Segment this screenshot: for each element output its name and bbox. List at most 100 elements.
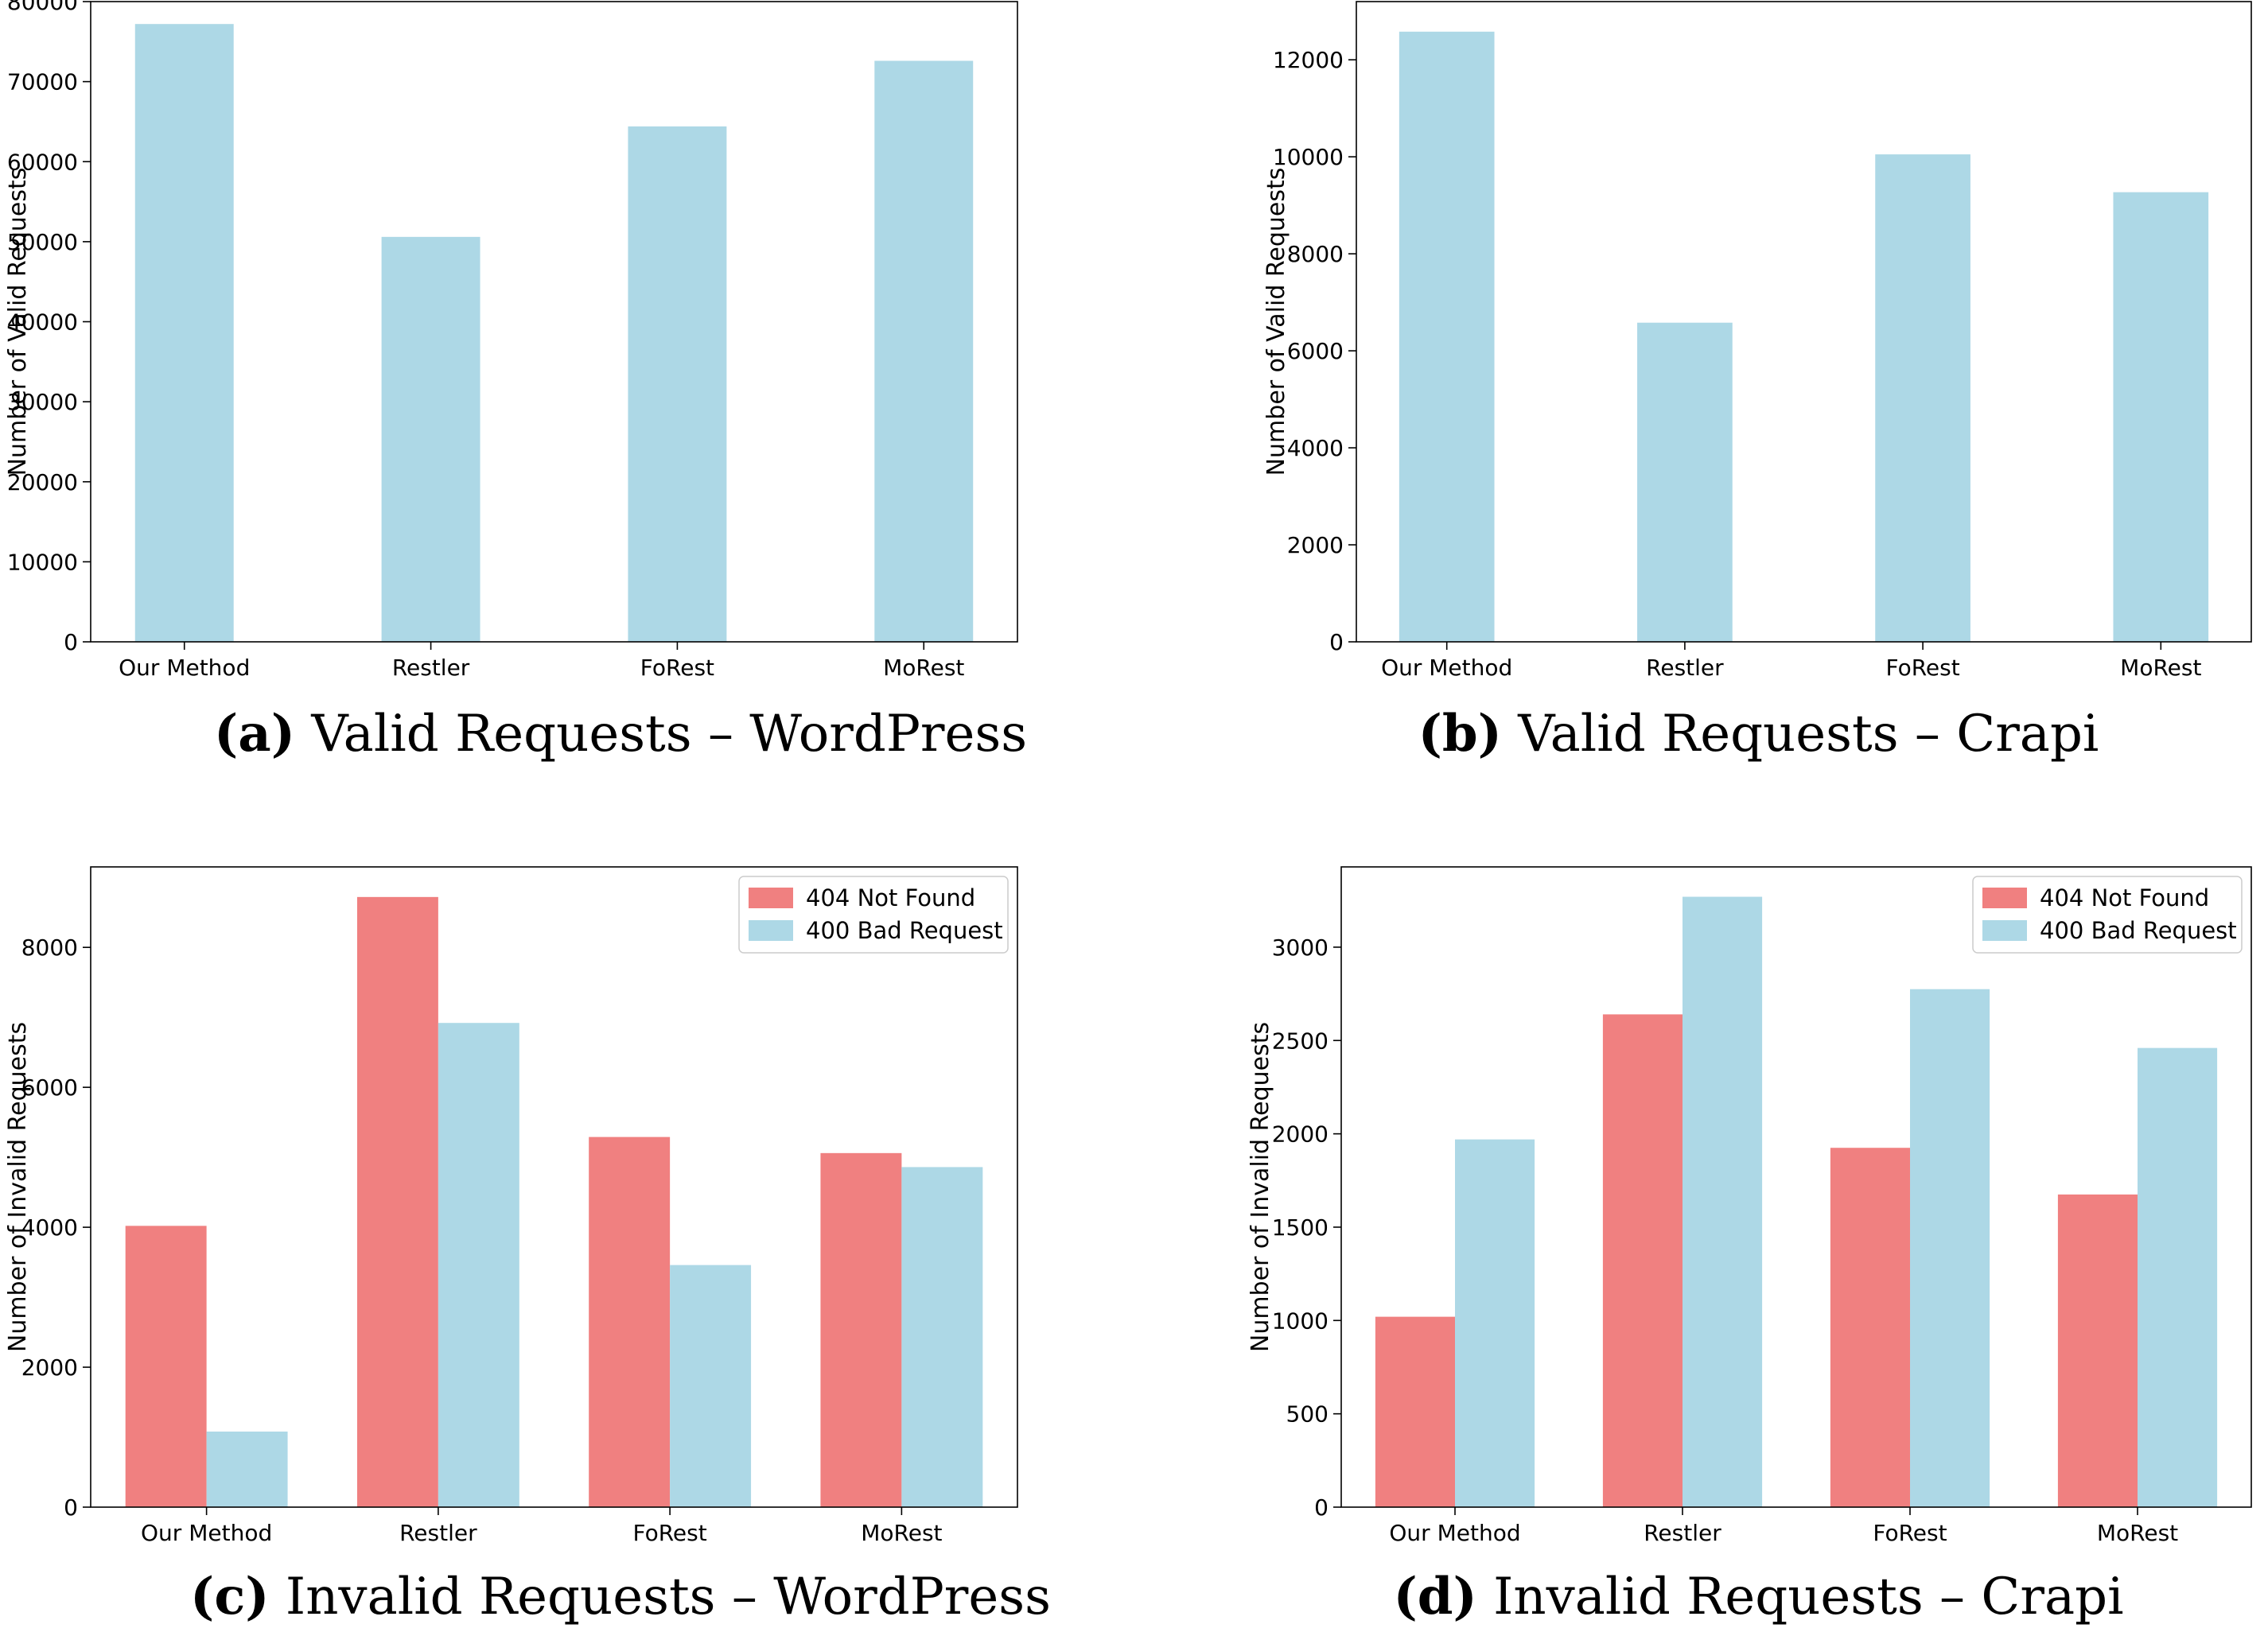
caption-c: (c) Invalid Requests – WordPress <box>0 1567 1114 1626</box>
y-tick-label-a-70000: 70000 <box>7 69 78 95</box>
bar-d-bad-request-morest <box>2138 1047 2218 1507</box>
y-tick-label-a-40000: 40000 <box>7 309 78 336</box>
y-tick-label-a-50000: 50000 <box>7 229 78 255</box>
bar-d-bad-request-forest <box>1910 989 1990 1507</box>
y-tick-label-d-2000: 2000 <box>1272 1121 1329 1148</box>
legend-label-d-0: 404 Not Found <box>2040 884 2209 911</box>
legend-label-d-1: 400 Bad Request <box>2040 917 2237 944</box>
chart-d-svg: 0 500 1000 1500 2000 2500 3000 Our Method Restle… <box>1247 866 2252 1546</box>
bar-b-morest <box>2113 192 2209 643</box>
caption-d: (d) Invalid Requests – Crapi <box>1138 1567 2268 1626</box>
y-axis-label-b: Number of Valid Requests <box>1262 168 1290 476</box>
bar-c-bad-request-morest <box>901 1167 983 1507</box>
y-tick-label-c-4000: 4000 <box>21 1214 78 1241</box>
x-tick-label-b-restler: Restler <box>1646 655 1724 681</box>
y-tick-label-b-6000: 6000 <box>1287 338 1344 364</box>
caption-c-tag: (c) <box>190 1567 270 1626</box>
x-tick-label-a-restler: Restler <box>392 655 470 681</box>
y-tick-label-b-8000: 8000 <box>1287 241 1344 267</box>
y-tick-label-b-10000: 10000 <box>1273 144 1344 170</box>
y-tick-label-a-20000: 20000 <box>7 469 78 495</box>
bar-b-forest <box>1875 154 1970 643</box>
x-tick-label-a-morest: MoRest <box>883 655 964 681</box>
x-tick-label-a-forest: FoRest <box>640 655 714 681</box>
y-tick-label-a-60000: 60000 <box>7 149 78 175</box>
caption-a-tag: (a) <box>213 704 295 764</box>
y-tick-label-d-3000: 3000 <box>1272 935 1329 961</box>
bar-c-not-found-restler <box>356 896 438 1507</box>
x-tick-label-d-forest: FoRest <box>1873 1520 1947 1546</box>
chart-a-svg: 0 10000 20000 30000 40000 50000 60000 70000 8000… <box>4 0 1018 681</box>
y-axis-label-a: Number of Valid Requests <box>4 168 32 476</box>
y-tick-label-c-6000: 6000 <box>21 1074 78 1101</box>
y-tick-label-c-2000: 2000 <box>21 1354 78 1381</box>
x-tick-label-d-restler: Restler <box>1644 1520 1721 1546</box>
chart-c-svg: 0 2000 4000 6000 8000 Our Method Restler FoRest… <box>4 866 1018 1546</box>
bar-c-bad-request-restler <box>438 1023 519 1507</box>
y-tick-label-a-30000: 30000 <box>7 389 78 415</box>
bar-d-not-found-forest <box>1830 1148 1910 1507</box>
y-tick-label-b-4000: 4000 <box>1287 435 1344 461</box>
y-axis-label-d: Number of Invalid Requests <box>1247 1022 1274 1352</box>
bar-c-not-found-forest <box>589 1137 671 1507</box>
x-tick-label-b-morest: MoRest <box>2120 655 2201 681</box>
bar-a-restler <box>381 236 480 642</box>
legend-swatch-c-1 <box>749 920 793 941</box>
bar-c-bad-request-forest <box>670 1265 752 1507</box>
caption-b-text: Valid Requests – Crapi <box>1518 705 2099 764</box>
y-tick-label-d-500: 500 <box>1286 1401 1329 1428</box>
bar-a-morest <box>874 60 974 642</box>
caption-b-tag: (b) <box>1418 704 1502 764</box>
y-tick-label-b-12000: 12000 <box>1273 47 1344 73</box>
legend-swatch-d-0 <box>1982 888 2027 908</box>
x-tick-label-c-our-method: Our Method <box>141 1520 272 1546</box>
x-tick-label-a-our-method: Our Method <box>119 655 250 681</box>
bar-d-bad-request-restler <box>1683 896 1763 1507</box>
bar-a-forest <box>628 126 727 643</box>
bar-c-not-found-morest <box>820 1152 902 1507</box>
x-tick-label-b-our-method: Our Method <box>1381 655 1512 681</box>
bar-d-not-found-morest <box>2057 1194 2138 1507</box>
y-tick-label-d-1000: 1000 <box>1272 1308 1329 1334</box>
caption-d-text: Invalid Requests – Crapi <box>1493 1568 2124 1626</box>
bar-d-not-found-our-method <box>1375 1316 1455 1507</box>
y-tick-label-d-0: 0 <box>1314 1494 1329 1521</box>
y-tick-label-c-0: 0 <box>64 1494 78 1521</box>
x-tick-label-d-our-method: Our Method <box>1389 1520 1520 1546</box>
bar-a-our-method <box>134 24 234 643</box>
x-tick-label-c-morest: MoRest <box>861 1520 942 1546</box>
chart-panel-a: 0 10000 20000 30000 40000 50000 60000 70000 8000… <box>0 0 1114 795</box>
bar-b-restler <box>1637 322 1733 642</box>
chart-panel-c: 0 2000 4000 6000 8000 Our Method Restler FoRest… <box>0 851 1114 1632</box>
legend-label-c-1: 400 Bad Request <box>806 917 1003 944</box>
plot-frame-b <box>1356 1 2252 643</box>
y-tick-label-a-10000: 10000 <box>7 549 78 575</box>
caption-d-tag: (d) <box>1393 1567 1477 1626</box>
bar-d-bad-request-our-method <box>1455 1139 1535 1507</box>
bar-c-not-found-our-method <box>125 1226 207 1507</box>
legend-d <box>1972 876 2243 954</box>
bar-c-bad-request-our-method <box>206 1431 288 1507</box>
y-tick-label-d-2500: 2500 <box>1272 1028 1329 1054</box>
caption-b: (b) Valid Requests – Crapi <box>1138 704 2268 764</box>
bar-b-our-method <box>1399 31 1495 643</box>
bar-d-not-found-restler <box>1602 1014 1683 1507</box>
legend-swatch-c-0 <box>749 888 793 908</box>
y-tick-label-b-0: 0 <box>1329 629 1344 655</box>
y-tick-label-a-0: 0 <box>64 629 78 655</box>
chart-b-svg: 0 2000 4000 6000 8000 10000 12000 Our Method Res… <box>1262 1 2252 681</box>
plot-frame-c <box>90 866 1018 1508</box>
caption-a: (a) Valid Requests – WordPress <box>0 704 1114 764</box>
x-tick-label-b-forest: FoRest <box>1885 655 1959 681</box>
caption-c-text: Invalid Requests – WordPress <box>285 1568 1051 1626</box>
y-tick-label-a-80000: 80000 <box>7 0 78 15</box>
plot-frame-d <box>1340 866 2252 1508</box>
chart-panel-b: 0 2000 4000 6000 8000 10000 12000 Our Method Res… <box>1138 0 2268 795</box>
caption-a-text: Valid Requests – WordPress <box>311 705 1028 764</box>
y-tick-label-b-2000: 2000 <box>1287 532 1344 558</box>
x-tick-label-d-morest: MoRest <box>2097 1520 2178 1546</box>
chart-panel-d: 0 500 1000 1500 2000 2500 3000 Our Method Restle… <box>1138 851 2268 1632</box>
legend-c <box>738 876 1009 954</box>
x-tick-label-c-restler: Restler <box>399 1520 477 1546</box>
y-tick-label-c-8000: 8000 <box>21 935 78 961</box>
